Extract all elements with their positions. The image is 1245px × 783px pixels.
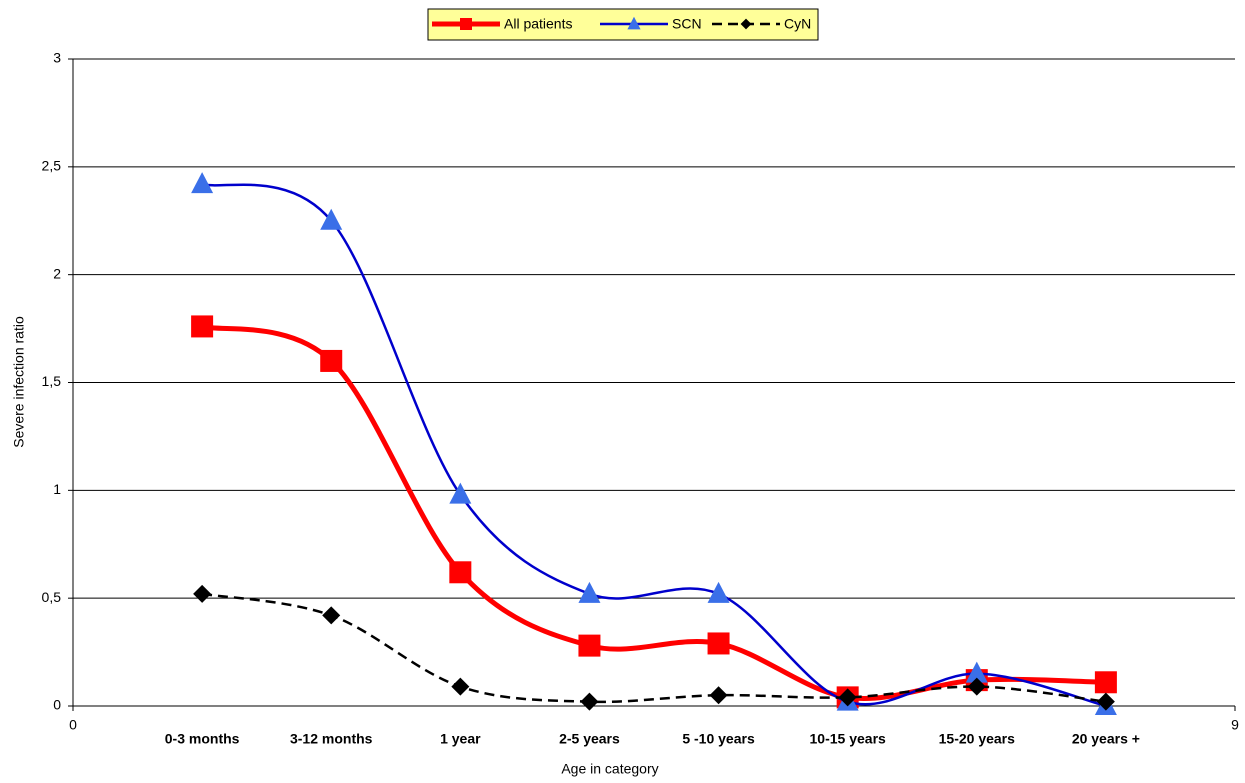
point xyxy=(707,632,730,655)
legend-label: All patients xyxy=(504,16,572,32)
legend-label: SCN xyxy=(672,16,702,32)
category-label: 5 -10 years xyxy=(682,731,755,747)
series-line xyxy=(201,323,1106,701)
y-tick-label: 2 xyxy=(53,265,61,281)
point xyxy=(838,688,857,707)
point xyxy=(191,172,214,194)
point xyxy=(193,584,212,603)
point xyxy=(449,482,472,504)
x-axis-label: Age in category xyxy=(561,761,658,777)
category-label: 1 year xyxy=(440,731,481,747)
point xyxy=(709,686,728,705)
point xyxy=(451,677,470,696)
point xyxy=(967,677,986,696)
series-line xyxy=(201,592,1107,704)
category-label: 10-15 years xyxy=(810,731,887,747)
point xyxy=(578,581,601,603)
y-axis-label: Severe infection ratio xyxy=(11,316,27,448)
category-label: 15-20 years xyxy=(939,731,1016,747)
point xyxy=(449,561,472,584)
point xyxy=(320,208,343,230)
legend-label: CyN xyxy=(784,16,811,32)
y-tick-label: 0 xyxy=(53,697,61,713)
y-tick-label: 1 xyxy=(53,481,61,497)
point xyxy=(1096,692,1115,711)
point xyxy=(1094,671,1117,694)
category-label: 2-5 years xyxy=(559,731,620,747)
legend-marker xyxy=(460,18,472,30)
point xyxy=(965,661,988,683)
point xyxy=(191,315,214,338)
category-label: 20 years + xyxy=(1072,731,1140,747)
y-tick-label: 1,5 xyxy=(42,373,62,389)
series-line xyxy=(201,182,1107,708)
x-tick-label: 9 xyxy=(1231,717,1239,733)
x-tick-label: 0 xyxy=(69,717,77,733)
y-tick-label: 3 xyxy=(53,50,61,66)
category-label: 3-12 months xyxy=(290,731,373,747)
point xyxy=(320,349,343,372)
category-label: 0-3 months xyxy=(165,731,240,747)
point xyxy=(707,581,730,603)
point xyxy=(580,692,599,711)
point xyxy=(322,606,341,625)
legend-marker xyxy=(627,16,641,30)
y-tick-label: 0,5 xyxy=(42,589,62,605)
y-tick-label: 2,5 xyxy=(42,158,62,174)
point xyxy=(578,634,601,657)
